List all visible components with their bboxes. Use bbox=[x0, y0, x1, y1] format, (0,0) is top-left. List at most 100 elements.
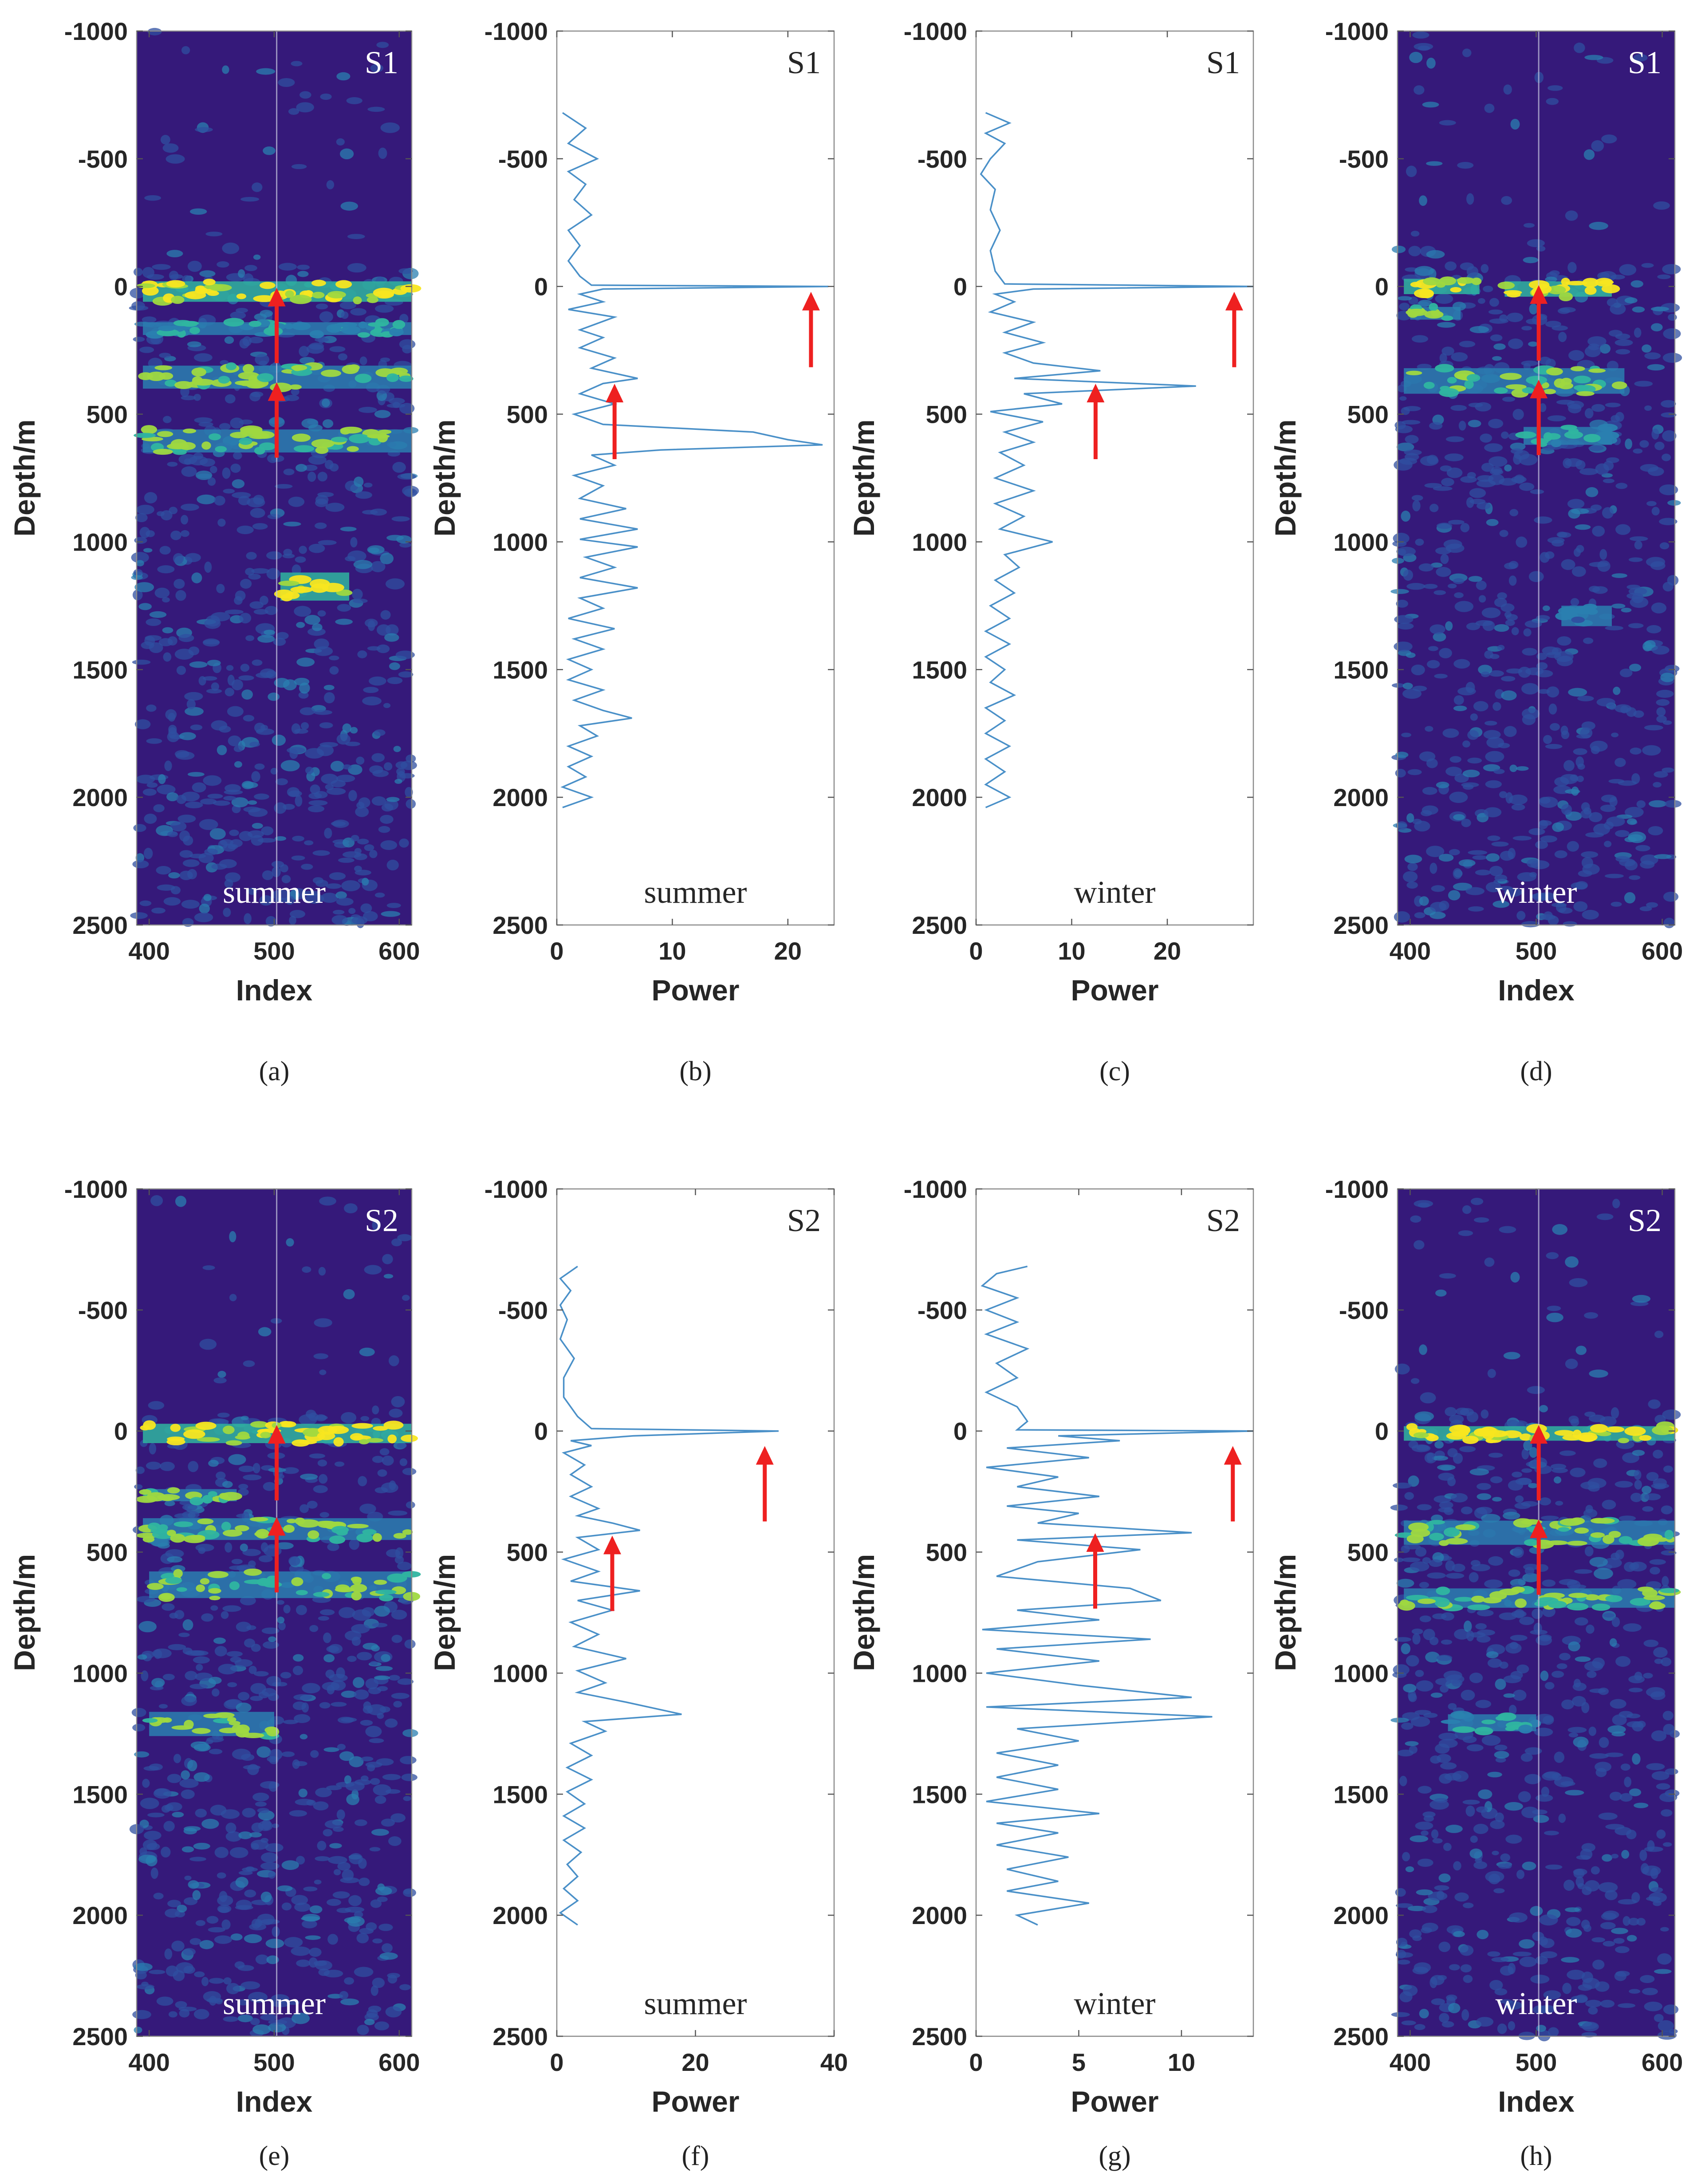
heatmap-speckle bbox=[1466, 497, 1474, 508]
heatmap-speckle bbox=[1589, 222, 1608, 230]
y-tick-label: 1000 bbox=[1333, 528, 1389, 556]
season-label: winter bbox=[1496, 1986, 1577, 2021]
heatmap-speckle bbox=[345, 741, 360, 746]
heatmap-speckle bbox=[234, 1961, 245, 1969]
heatmap-speckle bbox=[1410, 231, 1420, 237]
heatmap-speckle bbox=[1448, 519, 1465, 525]
heatmap-speckle bbox=[325, 503, 345, 512]
heatmap-speckle bbox=[1397, 1749, 1414, 1757]
arrow-head bbox=[1530, 1425, 1548, 1444]
heatmap-speckle bbox=[183, 1828, 197, 1835]
heatmap-band-blob bbox=[373, 1426, 388, 1431]
heatmap-speckle bbox=[348, 790, 357, 801]
heatmap-speckle bbox=[1543, 1716, 1554, 1725]
y-tick-label: -1000 bbox=[904, 1175, 967, 1203]
heatmap-speckle bbox=[240, 1416, 249, 1421]
heatmap-speckle bbox=[332, 1891, 350, 1899]
heatmap-speckle bbox=[176, 665, 186, 675]
heatmap-speckle bbox=[1430, 901, 1447, 912]
heatmap-speckle bbox=[1602, 1499, 1616, 1510]
heatmap-band-blob bbox=[1558, 1527, 1570, 1532]
heatmap-speckle bbox=[141, 1670, 149, 1681]
heatmap-speckle bbox=[144, 492, 158, 504]
heatmap-speckle bbox=[294, 1902, 311, 1912]
heatmap-speckle bbox=[153, 804, 165, 812]
y-tick-label: 2000 bbox=[1333, 1901, 1389, 1929]
heatmap-speckle bbox=[265, 1938, 284, 1948]
heatmap-speckle bbox=[1468, 576, 1483, 582]
heatmap-speckle bbox=[229, 830, 239, 836]
heatmap-speckle bbox=[1647, 364, 1665, 371]
panel-letter: (g) bbox=[1099, 2141, 1130, 2171]
heatmap-speckle bbox=[1650, 307, 1670, 311]
heatmap-speckle bbox=[134, 1963, 153, 1971]
heatmap-speckle bbox=[136, 560, 144, 567]
heatmap-speckle bbox=[207, 477, 216, 486]
heatmap-speckle bbox=[1440, 1762, 1457, 1770]
heatmap-speckle bbox=[217, 1872, 226, 1879]
heatmap-speckle bbox=[243, 273, 254, 284]
heatmap-speckle bbox=[326, 883, 342, 889]
heatmap-speckle bbox=[153, 1788, 172, 1799]
heatmap-band-blob bbox=[278, 580, 299, 586]
heatmap-band-blob bbox=[309, 330, 324, 338]
heatmap-speckle bbox=[386, 903, 401, 908]
heatmap-speckle bbox=[189, 1684, 208, 1689]
heatmap-speckle bbox=[130, 287, 146, 299]
heatmap-speckle bbox=[318, 1474, 328, 1484]
heatmap-speckle bbox=[1575, 1346, 1587, 1355]
heatmap-speckle bbox=[321, 398, 330, 407]
heatmap-speckle bbox=[1546, 98, 1559, 105]
heatmap-speckle bbox=[1628, 1688, 1643, 1692]
site-label: S2 bbox=[787, 1203, 821, 1238]
heatmap-speckle bbox=[359, 1503, 376, 1514]
y-tick-label: 1000 bbox=[912, 1659, 967, 1687]
heatmap-speckle bbox=[1606, 457, 1619, 463]
heatmap-speckle bbox=[251, 391, 264, 397]
heatmap-speckle bbox=[1465, 887, 1484, 895]
heatmap-speckle bbox=[1443, 1670, 1462, 1680]
heatmap-band-blob bbox=[176, 1587, 187, 1592]
heatmap-speckle bbox=[1416, 1444, 1429, 1451]
heatmap-speckle bbox=[385, 578, 405, 590]
heatmap-speckle bbox=[1624, 837, 1637, 842]
heatmap-speckle bbox=[1642, 1506, 1654, 1512]
y-tick-label: 2500 bbox=[1333, 2023, 1389, 2050]
heatmap-speckle bbox=[1468, 906, 1484, 912]
heatmap-speckle bbox=[300, 722, 309, 730]
heatmap-speckle bbox=[188, 646, 200, 656]
heatmap-speckle bbox=[393, 1701, 402, 1708]
heatmap-speckle bbox=[251, 771, 260, 783]
heatmap-band-blob bbox=[401, 1434, 418, 1442]
heatmap-speckle bbox=[1476, 2017, 1494, 2027]
heatmap-speckle bbox=[1643, 1672, 1653, 1679]
heatmap-speckle bbox=[1628, 557, 1643, 562]
heatmap-speckle bbox=[1437, 322, 1456, 328]
heatmap-speckle bbox=[289, 748, 298, 759]
heatmap-band-blob bbox=[148, 1523, 161, 1531]
heatmap-speckle bbox=[277, 1885, 293, 1892]
heatmap-band-blob bbox=[1494, 387, 1508, 394]
heatmap-speckle bbox=[1659, 518, 1677, 525]
heatmap-band-blob bbox=[1453, 1425, 1468, 1431]
heatmap-speckle bbox=[1390, 589, 1409, 594]
heatmap-speckle bbox=[261, 826, 274, 835]
heatmap-speckle bbox=[1634, 1802, 1649, 1808]
heatmap-speckle bbox=[1560, 725, 1568, 735]
heatmap-speckle bbox=[141, 1981, 149, 1987]
heatmap-speckle bbox=[275, 778, 288, 785]
heatmap-speckle bbox=[1632, 1295, 1651, 1303]
heatmap-speckle bbox=[281, 1860, 299, 1870]
heatmap-speckle bbox=[377, 1896, 388, 1902]
heatmap-speckle bbox=[1558, 1814, 1566, 1823]
heatmap-speckle bbox=[1612, 1199, 1620, 1208]
heatmap-speckle bbox=[175, 2001, 187, 2009]
heatmap-speckle bbox=[1511, 627, 1519, 635]
heatmap-speckle bbox=[1654, 2014, 1664, 2022]
heatmap-speckle bbox=[234, 1659, 253, 1667]
heatmap-band-blob bbox=[257, 373, 274, 382]
heatmap-speckle bbox=[1516, 911, 1526, 921]
heatmap-band-blob bbox=[171, 295, 185, 304]
x-tick-label: 0 bbox=[550, 2048, 563, 2076]
heatmap-speckle bbox=[350, 727, 358, 734]
